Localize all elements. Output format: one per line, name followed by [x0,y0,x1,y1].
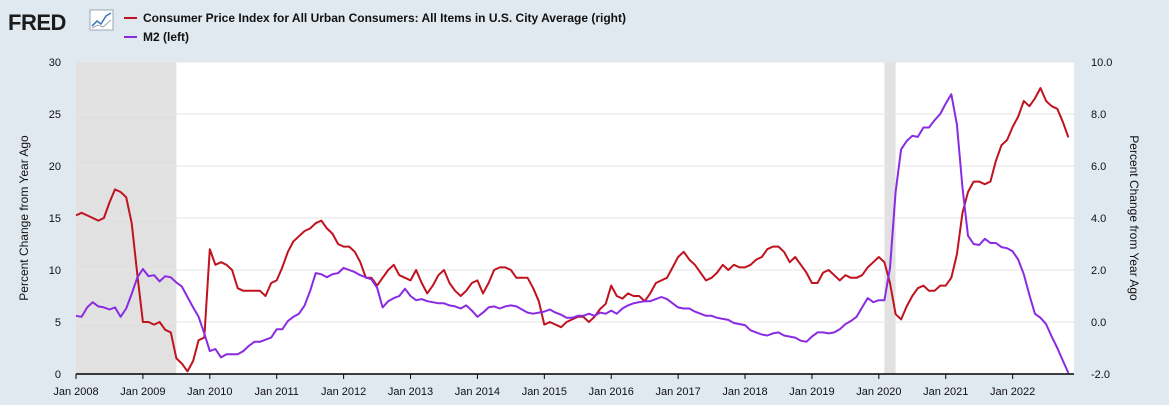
y-left-tick-label: 5 [55,317,61,329]
y-right-tick-label: 0.0 [1091,317,1106,329]
y-axis-left-title: Percent Change from Year Ago [17,135,31,301]
x-tick-label: Jan 2009 [120,386,165,398]
legend-item-cpi[interactable]: Consumer Price Index for All Urban Consu… [124,11,626,25]
y-axis-right-ticks: -2.0 0.0 2.0 4.0 6.0 8.0 10.0 [1091,57,1112,381]
legend: Consumer Price Index for All Urban Consu… [124,11,626,44]
legend-item-m2[interactable]: M2 (left) [124,30,189,44]
x-tick-label: Jan 2021 [923,386,968,398]
legend-label-m2: M2 (left) [143,30,189,44]
fred-logo-graph-icon [89,9,114,31]
y-right-tick-label: 4.0 [1091,213,1106,225]
series-line-cpi[interactable] [75,87,1070,373]
x-tick-label: Jan 2015 [522,386,567,398]
series-lines [75,87,1070,374]
fred-logo[interactable]: FRED [8,9,114,35]
x-tick-label: Jan 2022 [990,386,1035,398]
y-left-tick-label: 10 [49,265,61,277]
y-right-tick-label: 8.0 [1091,109,1106,121]
y-axis-right-title: Percent Change from Year Ago [1127,135,1141,301]
x-tick-label: Jan 2008 [53,386,98,398]
x-tick-label: Jan 2012 [321,386,366,398]
legend-label-cpi: Consumer Price Index for All Urban Consu… [143,11,626,25]
x-tick-label: Jan 2013 [388,386,433,398]
y-left-tick-label: 25 [49,109,61,121]
x-tick-label: Jan 2018 [722,386,767,398]
y-left-tick-label: 0 [55,369,61,381]
series-line-m2[interactable] [75,93,1070,374]
fred-logo-text: FRED [8,10,66,35]
x-tick-label: Jan 2017 [655,386,700,398]
x-tick-label: Jan 2020 [856,386,901,398]
x-axis-ticks: Jan 2008 Jan 2009 Jan 2010 Jan 2011 Jan 2012… [53,374,1035,398]
x-tick-label: Jan 2011 [254,386,298,398]
x-tick-label: Jan 2019 [789,386,834,398]
y-left-tick-label: 20 [49,161,61,173]
y-axis-left-ticks: 0 5 10 15 20 25 30 [49,57,61,381]
y-right-tick-label: 6.0 [1091,161,1106,173]
y-left-tick-label: 15 [49,213,61,225]
x-tick-label: Jan 2014 [455,386,500,398]
y-right-tick-label: 2.0 [1091,265,1106,277]
y-right-tick-label: 10.0 [1091,57,1112,69]
y-left-tick-label: 30 [49,57,61,69]
gridlines [76,61,1074,323]
x-tick-label: Jan 2016 [589,386,634,398]
x-tick-label: Jan 2010 [187,386,232,398]
y-right-tick-label: -2.0 [1091,369,1110,381]
